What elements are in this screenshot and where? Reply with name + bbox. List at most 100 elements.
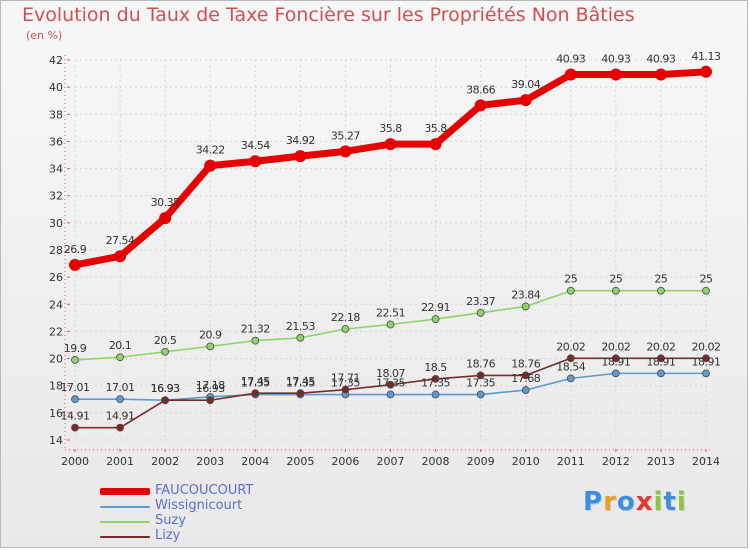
data-point [341, 325, 350, 333]
data-point [476, 390, 485, 399]
data-point [519, 94, 532, 107]
data-label: 20.02 [601, 340, 630, 353]
data-point [611, 286, 620, 295]
data-point [296, 389, 305, 398]
legend-swatch [100, 536, 150, 538]
data-point [657, 286, 665, 295]
logo-letter: r [603, 487, 617, 517]
data-label: 22.51 [376, 307, 405, 320]
unit-label: (en %) [26, 29, 63, 42]
x-tick-label: 2004 [241, 455, 269, 468]
x-tick-label: 2000 [61, 455, 89, 468]
data-label: 40.93 [601, 53, 630, 66]
data-label: 23.37 [466, 295, 495, 308]
y-tick-label: 38 [49, 108, 63, 121]
data-label: 21.53 [286, 320, 315, 333]
y-tick-label: 20 [49, 353, 63, 366]
data-label: 18.76 [466, 357, 495, 370]
y-tick-label: 18 [49, 380, 63, 393]
x-tick-label: 2001 [106, 455, 134, 468]
data-point [71, 423, 79, 432]
x-tick-label: 2003 [196, 455, 224, 468]
data-point [521, 371, 530, 380]
data-point [386, 380, 395, 389]
data-point [431, 375, 440, 383]
data-label: 35.8 [424, 122, 447, 135]
data-point [161, 347, 170, 356]
data-label: 17.35 [241, 377, 270, 390]
x-tick-label: 2012 [602, 455, 630, 468]
data-label: 30.35 [151, 196, 180, 209]
data-label: 34.54 [241, 139, 270, 152]
data-label: 38.66 [466, 83, 495, 96]
data-point [611, 354, 620, 363]
data-label: 18.54 [556, 360, 585, 373]
data-label: 17.68 [511, 372, 540, 385]
data-label: 17.45 [286, 375, 315, 388]
data-label: 40.93 [556, 53, 585, 66]
legend-item-suzy: Suzy [100, 513, 320, 529]
y-tick-label: 30 [49, 217, 63, 230]
data-point [474, 99, 487, 112]
data-label: 22.18 [331, 311, 360, 324]
data-point [564, 68, 577, 81]
data-point [206, 342, 215, 351]
logo-letter: P [583, 487, 604, 517]
data-label: 14.91 [61, 410, 90, 423]
y-tick-label: 32 [49, 190, 63, 203]
data-point [386, 320, 395, 329]
data-point [566, 286, 575, 295]
data-label: 23.84 [511, 288, 540, 301]
proxiti-logo: Proxiti [583, 487, 687, 517]
data-point [296, 333, 305, 342]
x-tick-label: 2005 [286, 455, 314, 468]
data-point [657, 354, 665, 363]
data-label: 18.07 [376, 367, 405, 380]
data-point [294, 150, 307, 163]
data-label: 25 [700, 273, 713, 286]
x-tick-label: 2009 [467, 455, 495, 468]
data-label: 20.5 [154, 334, 177, 347]
y-tick-label: 14 [49, 434, 63, 447]
data-point [700, 65, 712, 78]
data-point [431, 315, 440, 323]
data-label: 20.02 [646, 340, 675, 353]
data-point [161, 396, 170, 405]
data-point [386, 390, 395, 399]
data-label: 22.91 [421, 301, 450, 314]
data-point [114, 250, 127, 263]
legend-swatch [100, 488, 150, 495]
data-label: 20.02 [556, 340, 585, 353]
x-tick-label: 2002 [151, 455, 179, 468]
data-label: 17.35 [421, 377, 450, 390]
axes: 14 16 18 20 22 24 26 28 30 32 34 36 38 40 42 2000 2001 20… [49, 54, 720, 468]
y-tick-label: 40 [49, 81, 63, 94]
data-point [609, 68, 622, 81]
data-point [476, 308, 485, 317]
y-tick-label: 28 [49, 244, 63, 257]
y-tick-label: 26 [49, 271, 63, 284]
legend-item-wissignicourt: Wissignicourt [100, 498, 320, 514]
data-label: 21.32 [241, 323, 270, 336]
legend-swatch [100, 521, 150, 523]
data-label: 17.18 [196, 379, 225, 392]
data-label: 39.04 [511, 78, 540, 91]
data-point [159, 212, 172, 225]
y-tick-label: 34 [49, 163, 63, 176]
data-point [71, 395, 79, 404]
logo-letter: x [635, 487, 654, 517]
legend-item-faucoucourt: FAUCOUCOURT [100, 483, 320, 499]
series-group [69, 65, 712, 432]
data-label: 26.9 [64, 243, 87, 256]
data-point [657, 369, 665, 378]
data-point [341, 385, 350, 394]
data-label: 20.9 [199, 328, 222, 341]
data-point [566, 374, 575, 383]
logo-letter: i [676, 487, 687, 517]
legend-label: Suzy [155, 513, 187, 528]
data-point [429, 138, 442, 151]
data-label: 25 [609, 273, 622, 286]
legend-swatch [100, 506, 150, 508]
